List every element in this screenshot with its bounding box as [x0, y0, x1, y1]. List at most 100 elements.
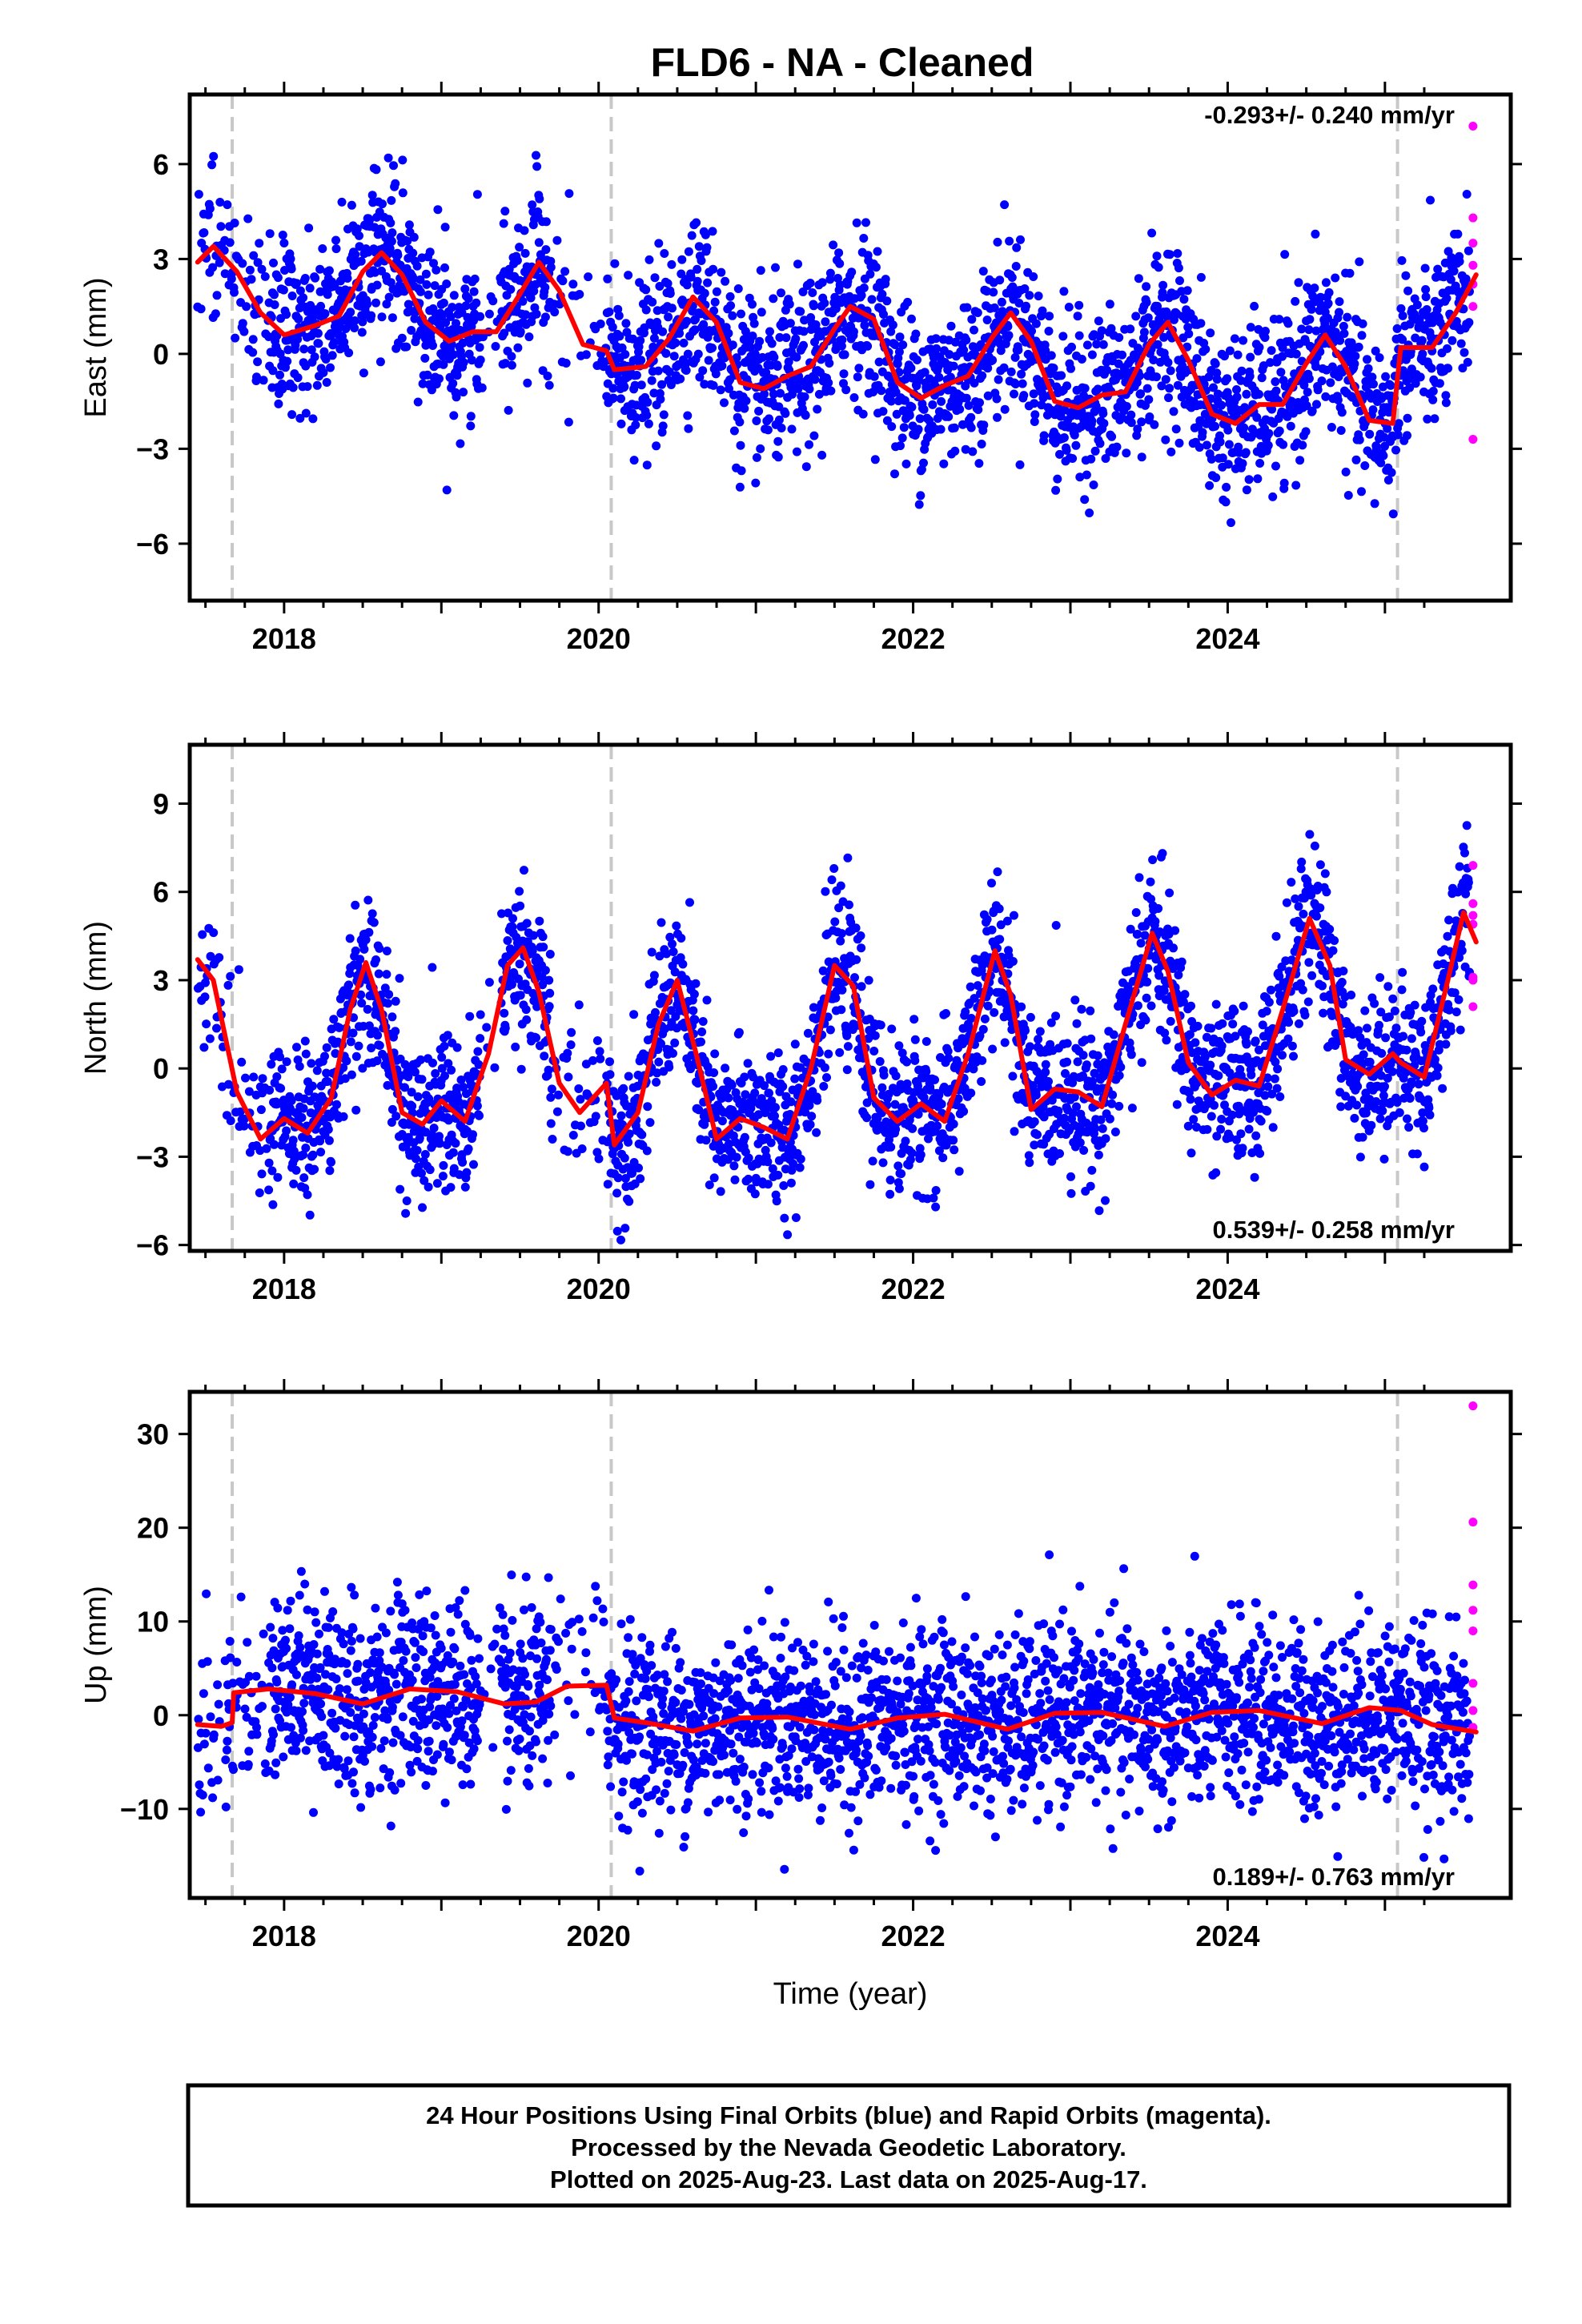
final-point [1030, 417, 1039, 426]
final-point [1224, 440, 1234, 449]
final-point [1139, 328, 1149, 337]
final-point [404, 300, 413, 309]
final-point [215, 953, 224, 963]
final-point [1369, 380, 1378, 389]
final-point [347, 1070, 356, 1080]
final-point [865, 1180, 875, 1189]
final-point [785, 319, 795, 328]
final-point [1082, 340, 1092, 350]
final-point [303, 1190, 312, 1200]
final-point [321, 355, 331, 364]
final-point [1336, 426, 1346, 435]
final-point [996, 920, 1006, 930]
final-point [265, 229, 275, 239]
final-point [744, 1174, 753, 1184]
final-point [1082, 470, 1091, 480]
final-point [730, 1175, 740, 1184]
final-point [448, 1148, 458, 1157]
final-point [1411, 333, 1420, 343]
final-point [1279, 478, 1289, 488]
final-point [997, 297, 1006, 307]
final-point [660, 249, 669, 258]
final-point [885, 1189, 895, 1199]
final-point [1053, 474, 1062, 484]
final-point [249, 251, 259, 260]
final-point [697, 1037, 705, 1047]
final-point [1396, 304, 1406, 313]
final-point [1126, 410, 1136, 420]
final-point [801, 1108, 810, 1117]
final-point [721, 1063, 730, 1073]
final-point [964, 400, 974, 410]
final-point [1020, 284, 1030, 293]
final-point [709, 1082, 718, 1091]
final-point [467, 356, 476, 365]
final-point [725, 292, 735, 301]
final-point [887, 422, 897, 432]
final-point [386, 278, 396, 287]
final-point [732, 353, 741, 363]
final-point [1313, 385, 1323, 395]
final-point [1008, 1072, 1018, 1081]
final-point [1317, 376, 1327, 386]
final-point [1162, 1035, 1171, 1045]
final-point [264, 1158, 274, 1168]
final-point [216, 222, 226, 231]
final-point [775, 332, 785, 342]
final-point [539, 943, 548, 952]
final-point [516, 901, 525, 911]
final-point [724, 328, 733, 338]
final-point [886, 396, 896, 406]
final-point [1135, 371, 1144, 380]
final-point [712, 287, 721, 296]
final-point [1142, 993, 1151, 1003]
final-point [861, 218, 870, 227]
final-point [1087, 1165, 1097, 1175]
final-point [605, 1057, 614, 1067]
final-point [853, 372, 862, 382]
final-point [1030, 399, 1039, 408]
final-point [781, 333, 791, 343]
final-point [741, 327, 750, 336]
final-point [1230, 334, 1239, 344]
final-point [795, 1163, 805, 1172]
final-point [304, 223, 314, 233]
final-point [238, 259, 247, 268]
final-point [919, 458, 928, 468]
final-point [1435, 379, 1444, 388]
final-point [771, 263, 780, 272]
final-point [678, 959, 688, 969]
final-point [500, 1008, 509, 1018]
final-point [382, 300, 391, 309]
final-point [442, 279, 452, 288]
final-point [859, 283, 869, 292]
final-point [978, 371, 987, 380]
final-point [824, 1049, 833, 1059]
final-point [532, 162, 542, 171]
final-point [323, 1124, 333, 1134]
final-point [773, 1170, 783, 1180]
final-point [1030, 1140, 1039, 1150]
final-point [464, 294, 473, 304]
final-point [544, 1065, 553, 1075]
final-point [830, 917, 840, 927]
final-point [831, 304, 841, 313]
final-point [783, 1230, 793, 1240]
final-point [1255, 343, 1264, 352]
final-point [279, 285, 288, 295]
final-point [857, 291, 866, 300]
final-point [949, 361, 958, 371]
final-point [862, 1113, 872, 1123]
final-point [1420, 263, 1430, 273]
final-point [1173, 380, 1182, 390]
final-point [1428, 387, 1438, 396]
final-point [540, 966, 550, 975]
final-point [693, 264, 702, 274]
final-point [532, 151, 540, 160]
final-point [1211, 359, 1220, 368]
final-point [367, 311, 376, 320]
final-point [1062, 1039, 1072, 1048]
final-point [631, 412, 640, 422]
final-point [1096, 1115, 1106, 1124]
final-point [385, 243, 395, 253]
